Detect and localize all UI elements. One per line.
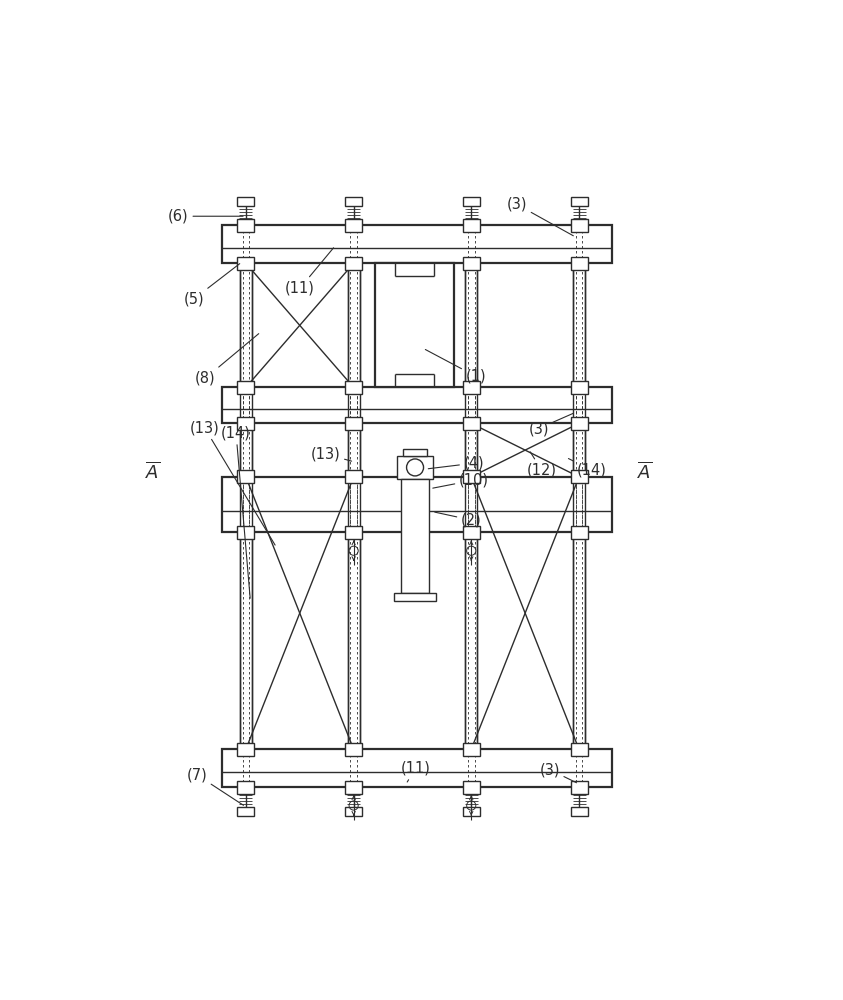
Bar [238, 743, 255, 756]
Text: (14): (14) [221, 426, 251, 598]
Bar [222, 225, 612, 263]
Bar [238, 219, 255, 232]
Bar [573, 263, 585, 749]
Bar [463, 219, 480, 232]
Text: (2): (2) [435, 512, 481, 528]
Bar [345, 470, 362, 483]
Bar [571, 781, 588, 794]
Text: (3): (3) [507, 197, 573, 236]
Text: (13): (13) [311, 447, 352, 462]
Bar [238, 526, 255, 539]
Bar [345, 219, 362, 232]
Bar [571, 526, 588, 539]
Text: $\overline{A}$: $\overline{A}$ [636, 462, 652, 483]
Bar [240, 263, 252, 749]
Bar [345, 417, 362, 430]
Text: (11): (11) [285, 248, 334, 296]
Bar [571, 257, 588, 270]
Text: (6): (6) [169, 209, 243, 224]
Bar [465, 263, 477, 749]
Bar [222, 477, 612, 532]
Bar [397, 456, 432, 479]
Bar [348, 263, 359, 749]
Bar [463, 197, 480, 206]
Bar [571, 743, 588, 756]
Bar [463, 381, 480, 394]
Bar [345, 807, 362, 816]
Bar [463, 807, 480, 816]
Bar [222, 387, 612, 423]
Bar [571, 807, 588, 816]
Bar [571, 381, 588, 394]
Bar [571, 470, 588, 483]
Bar [571, 417, 588, 430]
Bar [463, 781, 480, 794]
Bar [238, 257, 255, 270]
Bar [463, 743, 480, 756]
Bar [345, 526, 362, 539]
Bar [571, 219, 588, 232]
Bar [400, 479, 429, 593]
Bar [238, 470, 255, 483]
Text: (8): (8) [195, 334, 259, 386]
Text: (4): (4) [428, 456, 484, 471]
Text: (3): (3) [529, 413, 573, 436]
Bar [463, 257, 480, 270]
Bar [345, 197, 362, 206]
Bar [238, 781, 255, 794]
Bar [238, 197, 255, 206]
Text: (10): (10) [432, 473, 489, 488]
Bar [395, 593, 436, 601]
Bar [375, 263, 454, 387]
Bar [463, 526, 480, 539]
Bar [238, 807, 255, 816]
Text: (12): (12) [527, 452, 556, 478]
Text: (11): (11) [400, 761, 431, 782]
Bar [222, 749, 612, 787]
Bar [238, 381, 255, 394]
Text: (7): (7) [186, 767, 244, 805]
Text: $\overline{A}$: $\overline{A}$ [145, 462, 160, 483]
Text: (14): (14) [568, 459, 607, 478]
Bar [345, 743, 362, 756]
Bar [345, 781, 362, 794]
Bar [238, 417, 255, 430]
Bar [463, 417, 480, 430]
Text: (3): (3) [540, 762, 577, 783]
Bar [345, 381, 362, 394]
Text: (1): (1) [426, 350, 486, 384]
Bar [571, 197, 588, 206]
Bar [463, 470, 480, 483]
Bar [403, 449, 427, 456]
Text: (13): (13) [190, 420, 275, 545]
Bar [345, 257, 362, 270]
Text: (5): (5) [183, 264, 239, 307]
